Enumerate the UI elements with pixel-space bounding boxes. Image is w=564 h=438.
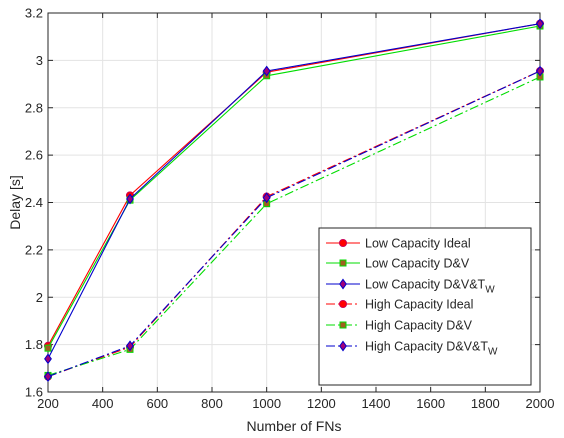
legend: Low Capacity Ideal Low Capacity D&V Low Ca… xyxy=(318,227,532,386)
legend-marker xyxy=(338,299,348,309)
legend-marker xyxy=(339,259,347,267)
x-tick-label: 600 xyxy=(146,396,168,411)
legend-entry: Low Capacity Ideal xyxy=(326,237,471,251)
series-line xyxy=(47,23,541,347)
x-tick-label: 200 xyxy=(37,396,59,411)
y-tick-label: 2 xyxy=(36,290,43,305)
legend-marker xyxy=(338,238,348,248)
x-axis-label: Number of FNs xyxy=(247,418,342,434)
x-tick-label: 1400 xyxy=(362,396,391,411)
legend-label: High Capacity D&V&TW xyxy=(365,340,498,358)
x-tick-label: 1800 xyxy=(471,396,500,411)
legend-label: Low Capacity D&V&TW xyxy=(365,278,495,296)
data-point xyxy=(44,344,52,352)
legend-box xyxy=(318,227,532,386)
legend-label-subscript: W xyxy=(488,347,498,358)
x-axis-ticks: 200 400 600 800 1000 1200 1400 1600 1800 2000 xyxy=(37,13,554,411)
y-tick-label: 2.6 xyxy=(25,148,43,163)
series-6 xyxy=(44,65,544,383)
data-point xyxy=(126,193,134,205)
legend-entry: Low Capacity D&V xyxy=(326,257,470,271)
data-point xyxy=(536,18,544,30)
data-point xyxy=(126,340,134,352)
data-point xyxy=(44,371,52,383)
y-tick-label: 2.4 xyxy=(25,195,43,210)
data-point xyxy=(262,65,271,77)
data-point xyxy=(536,65,544,77)
series-line xyxy=(47,70,541,378)
y-tick-label: 1.8 xyxy=(25,337,43,352)
legend-label: High Capacity D&V xyxy=(365,319,473,333)
x-tick-label: 800 xyxy=(201,396,223,411)
legend-entry: High Capacity D&V&TW xyxy=(326,340,498,358)
x-tick-label: 1600 xyxy=(416,396,445,411)
y-axis-ticks: 1.6 1.8 2 2.2 2.4 2.6 2.8 3 3.2 xyxy=(25,6,540,400)
y-tick-label: 3.2 xyxy=(25,6,43,21)
x-tick-label: 2000 xyxy=(526,396,555,411)
legend-label-subscript: W xyxy=(485,285,495,296)
x-tick-label: 1200 xyxy=(307,396,336,411)
y-axis-label: Delay [s] xyxy=(7,175,23,229)
series-3 xyxy=(44,18,544,365)
legend-marker xyxy=(339,340,347,352)
data-point xyxy=(44,353,52,365)
x-tick-label: 1000 xyxy=(252,396,281,411)
legend-entry: High Capacity D&V xyxy=(326,319,473,333)
x-tick-label: 400 xyxy=(92,396,114,411)
series-line xyxy=(47,23,541,360)
y-tick-label: 2.2 xyxy=(25,242,43,257)
legend-label: Low Capacity Ideal xyxy=(365,237,471,251)
y-tick-label: 2.8 xyxy=(25,100,43,115)
legend-entry: High Capacity Ideal xyxy=(326,298,473,312)
data-point xyxy=(262,192,271,204)
series-line xyxy=(47,25,541,349)
y-tick-label: 1.6 xyxy=(25,385,43,400)
legend-label: Low Capacity D&V xyxy=(365,257,470,271)
series-layer xyxy=(43,18,545,383)
legend-marker xyxy=(339,278,347,290)
legend-marker xyxy=(339,321,347,329)
y-tick-label: 3 xyxy=(36,53,43,68)
legend-label: High Capacity Ideal xyxy=(365,298,473,312)
legend-entry: Low Capacity D&V&TW xyxy=(326,278,495,296)
